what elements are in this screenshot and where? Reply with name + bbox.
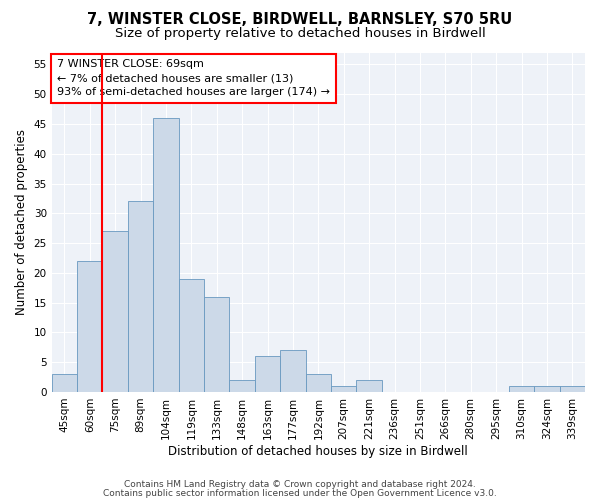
Bar: [560, 386, 585, 392]
Text: 7, WINSTER CLOSE, BIRDWELL, BARNSLEY, S70 5RU: 7, WINSTER CLOSE, BIRDWELL, BARNSLEY, S7…: [88, 12, 512, 28]
Bar: [509, 386, 534, 392]
Bar: [153, 118, 179, 392]
Bar: [331, 386, 356, 392]
Bar: [103, 231, 128, 392]
Bar: [305, 374, 331, 392]
Bar: [52, 374, 77, 392]
Bar: [204, 296, 229, 392]
Text: Contains public sector information licensed under the Open Government Licence v3: Contains public sector information licen…: [103, 488, 497, 498]
Text: Size of property relative to detached houses in Birdwell: Size of property relative to detached ho…: [115, 28, 485, 40]
Y-axis label: Number of detached properties: Number of detached properties: [15, 129, 28, 315]
Bar: [179, 279, 204, 392]
Bar: [229, 380, 255, 392]
X-axis label: Distribution of detached houses by size in Birdwell: Distribution of detached houses by size …: [169, 444, 468, 458]
Bar: [356, 380, 382, 392]
Text: Contains HM Land Registry data © Crown copyright and database right 2024.: Contains HM Land Registry data © Crown c…: [124, 480, 476, 489]
Bar: [280, 350, 305, 392]
Bar: [534, 386, 560, 392]
Text: 7 WINSTER CLOSE: 69sqm
← 7% of detached houses are smaller (13)
93% of semi-deta: 7 WINSTER CLOSE: 69sqm ← 7% of detached …: [57, 60, 330, 98]
Bar: [77, 261, 103, 392]
Bar: [128, 202, 153, 392]
Bar: [255, 356, 280, 392]
